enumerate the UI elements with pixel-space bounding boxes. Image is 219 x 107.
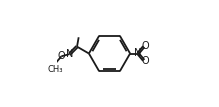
Text: O: O <box>142 56 150 66</box>
Text: N: N <box>134 48 142 58</box>
Text: O: O <box>142 41 150 51</box>
Text: O: O <box>57 51 65 61</box>
Text: N: N <box>66 49 73 59</box>
Text: CH₃: CH₃ <box>48 65 63 74</box>
